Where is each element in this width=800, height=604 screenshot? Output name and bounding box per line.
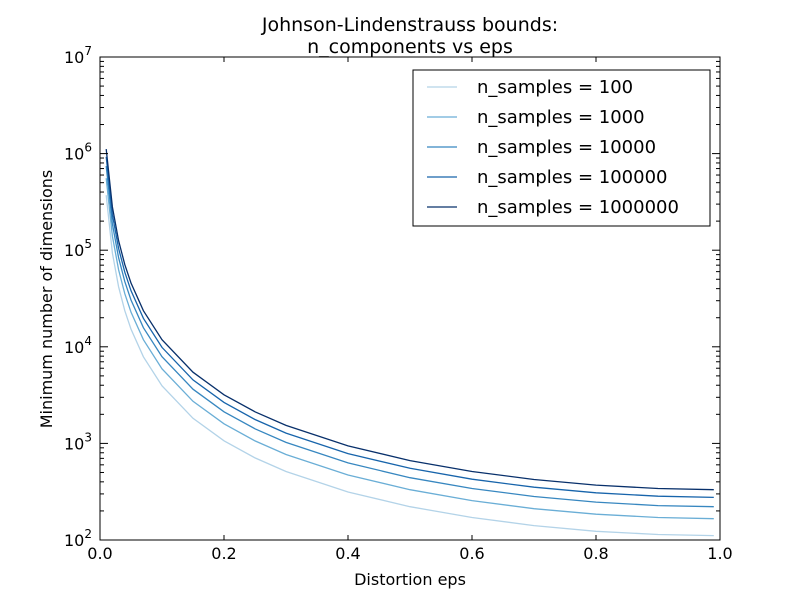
series-line-1 <box>105 178 714 520</box>
x-tick-label: 0.2 <box>211 544 236 563</box>
x-tick-label: 0.4 <box>335 544 360 563</box>
legend-label: n_samples = 100000 <box>477 167 667 188</box>
series-line-2 <box>105 166 714 508</box>
legend-label: n_samples = 1000000 <box>477 197 679 218</box>
series-line-0 <box>105 195 714 537</box>
series-line-4 <box>105 149 714 491</box>
y-tick-label: 102 <box>64 527 92 550</box>
series-line-3 <box>105 156 714 499</box>
x-tick-label: 1.0 <box>707 544 732 563</box>
chart-title-line2: n_components vs eps <box>307 36 513 58</box>
legend-label: n_samples = 100 <box>477 77 633 98</box>
x-tick-label: 0.6 <box>459 544 484 563</box>
plot-area-frame <box>99 56 721 541</box>
chart-title-line1: Johnson-Lindenstrauss bounds: <box>261 14 558 36</box>
y-tick-label: 104 <box>64 334 92 357</box>
legend-box <box>412 69 711 227</box>
y-axis-label: Minimum number of dimensions <box>37 170 56 429</box>
x-axis-label: Distortion eps <box>354 570 466 589</box>
y-tick-label: 107 <box>64 44 92 67</box>
legend-label: n_samples = 1000 <box>477 107 645 128</box>
legend: n_samples = 100 n_samples = 1000 n_samples… <box>412 69 711 227</box>
y-tick-label: 103 <box>64 430 92 453</box>
x-tick-label: 0.0 <box>87 544 112 563</box>
y-tick-label: 106 <box>64 141 92 164</box>
legend-label: n_samples = 10000 <box>477 137 656 158</box>
x-tick-label: 0.8 <box>583 544 608 563</box>
y-tick-label: 105 <box>64 237 92 260</box>
